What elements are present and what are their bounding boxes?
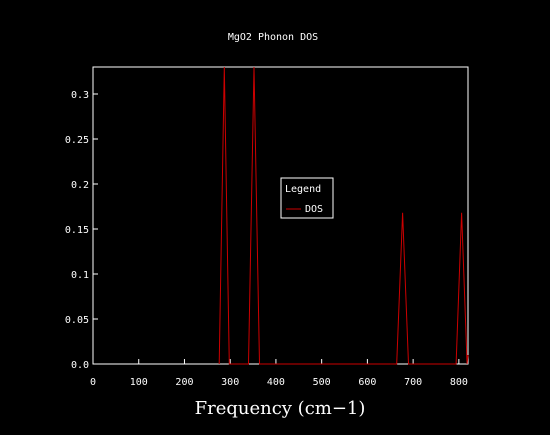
x-axis: 0 100 200 300 400 500 600 700 800 xyxy=(90,359,468,388)
y-axis: 0.0 0.05 0.1 0.15 0.2 0.25 0.3 xyxy=(65,90,98,371)
y-tick-label: 0.2 xyxy=(71,180,89,191)
series-layer xyxy=(218,66,469,365)
x-axis-label: Frequency (cm−1) xyxy=(195,398,366,419)
y-tick-label: 0.25 xyxy=(65,135,89,146)
x-tick-label: 100 xyxy=(130,377,148,388)
series-line-dos xyxy=(218,66,469,365)
x-tick-label: 800 xyxy=(450,377,468,388)
x-tick-label: 500 xyxy=(313,377,331,388)
x-tick-label: 0 xyxy=(90,377,96,388)
x-tick-label: 300 xyxy=(221,377,239,388)
y-tick-label: 0.05 xyxy=(65,315,89,326)
y-tick-label: 0.0 xyxy=(71,360,89,371)
legend-box xyxy=(280,177,334,219)
legend-entry-dos: DOS xyxy=(305,204,323,215)
y-tick-label: 0.3 xyxy=(71,90,89,101)
x-tick-label: 400 xyxy=(267,377,285,388)
legend: Legend DOS xyxy=(280,177,334,219)
legend-title: Legend xyxy=(285,184,321,195)
x-tick-label: 600 xyxy=(358,377,376,388)
y-tick-label: 0.15 xyxy=(65,225,89,236)
x-tick-label: 700 xyxy=(404,377,422,388)
x-tick-label: 200 xyxy=(175,377,193,388)
chart-title: MgO2 Phonon DOS xyxy=(228,32,318,43)
y-tick-label: 0.1 xyxy=(71,270,89,281)
